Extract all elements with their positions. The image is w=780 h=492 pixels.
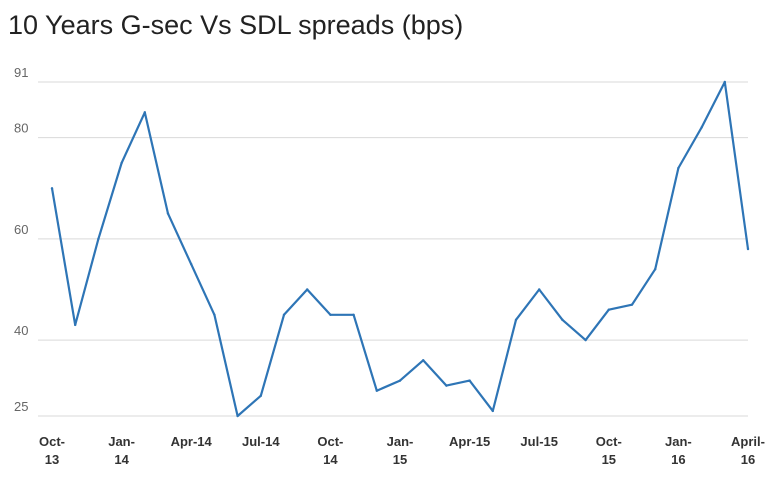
x-tick-label: Apr-14 [171, 434, 213, 449]
data-point-Mar-14 [166, 212, 170, 215]
data-point-Apr-14 [190, 262, 193, 266]
data-point-Jun-15 [514, 318, 518, 322]
data-point-Oct-13 [50, 187, 54, 190]
y-axis-ticks: 25 40 60 80 91 [14, 65, 28, 414]
data-point-Jan-14 [120, 161, 123, 165]
data-point-Feb-15 [422, 359, 425, 362]
data-point-Jan-16 [677, 166, 680, 170]
data-point-Dec-14 [375, 389, 378, 392]
gridlines [38, 81, 748, 417]
data-point-Nov-14 [352, 313, 355, 316]
x-tick-label: Jan- [387, 434, 414, 449]
x-tick-label: Jan- [108, 434, 135, 449]
x-tick-label: 13 [45, 452, 59, 467]
data-point-Aug-15 [561, 318, 564, 322]
data-point-Nov-13 [74, 323, 77, 327]
x-tick-label: Oct- [596, 434, 622, 449]
x-tick-label: Jul-14 [242, 434, 280, 449]
x-tick-label: Oct- [39, 434, 65, 449]
data-point-Jan-15 [398, 379, 402, 382]
x-tick-label: 16 [741, 452, 755, 467]
data-point-Dec-13 [97, 237, 100, 241]
series-line-0 [50, 80, 750, 418]
x-tick-label: 15 [602, 452, 616, 467]
data-point-Oct-15 [607, 308, 610, 311]
data-point-Feb-14 [143, 111, 146, 114]
data-point-Feb-16 [700, 126, 703, 129]
data-point-Jul-14 [259, 394, 262, 397]
data-point-Jul-15 [538, 288, 541, 291]
x-tick-label: 14 [114, 452, 129, 467]
chart-title: 10 Years G-sec Vs SDL spreads (bps) [8, 10, 464, 40]
x-tick-label: Apr-15 [449, 434, 490, 449]
data-point-Sep-14 [306, 288, 309, 291]
y-tick-label-80: 80 [14, 121, 28, 136]
data-point-Oct-14 [329, 313, 332, 316]
data-point-Mar-15 [445, 384, 448, 387]
x-tick-label: Oct- [317, 434, 343, 449]
data-point-Sep-15 [584, 338, 587, 342]
data-point-Nov-15 [630, 303, 634, 306]
y-tick-label-40: 40 [14, 323, 28, 338]
data-point-May-15 [491, 409, 494, 413]
data-point-May-14 [213, 313, 216, 316]
x-tick-label: 14 [323, 452, 338, 467]
y-tick-label-25: 25 [14, 399, 28, 414]
x-axis-ticks: Oct- 13 Jan- 14 Apr-14 Jul-14 Oct- 14 Jan- 15 Apr-… [39, 434, 765, 467]
y-tick-label-91: 91 [14, 65, 28, 80]
x-tick-label: 15 [393, 452, 407, 467]
x-tick-label: Jan- [665, 434, 692, 449]
data-point-Apr-15 [468, 379, 471, 382]
y-tick-label-60: 60 [14, 222, 28, 237]
x-tick-label: Jul-15 [520, 434, 558, 449]
x-tick-label: April- [731, 434, 765, 449]
data-point-Jun-14 [236, 414, 239, 418]
data-point-Mar-16 [723, 80, 726, 84]
series-layer [50, 80, 750, 418]
data-point-Aug-14 [282, 313, 286, 316]
data-point-Dec-15 [654, 268, 657, 271]
x-tick-label: 16 [671, 452, 685, 467]
data-point-Apr-16 [746, 247, 750, 251]
